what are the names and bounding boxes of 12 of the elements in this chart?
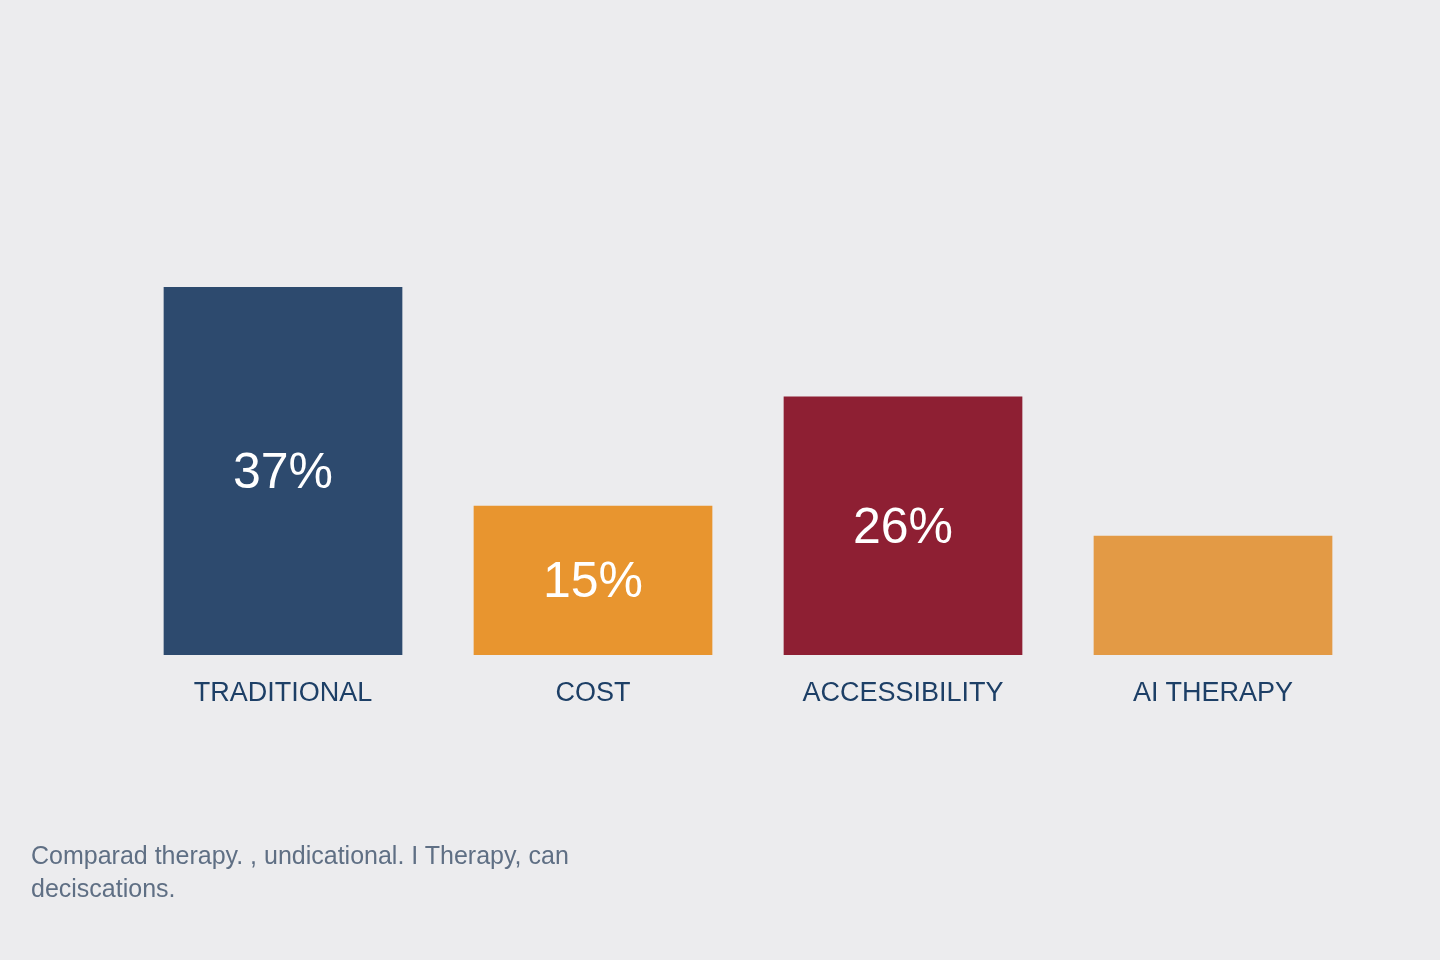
data-label: 15% [542,552,644,609]
x-tick-label: TRADITIONAL [193,677,373,707]
data-label: 26% [852,497,954,554]
text: Comparad therapy. , undicational. I Therapy, can deciscations. [31,841,569,902]
data-label: 37% [232,443,334,499]
bar [1093,535,1333,655]
x-tick-label: COST [555,677,631,707]
bar [473,505,713,655]
bar [783,396,1023,655]
x-tick-label: AI THERAPY [1132,677,1294,707]
x-tick-label: ACCESSIBILITY [802,677,1004,707]
bar [163,287,403,655]
